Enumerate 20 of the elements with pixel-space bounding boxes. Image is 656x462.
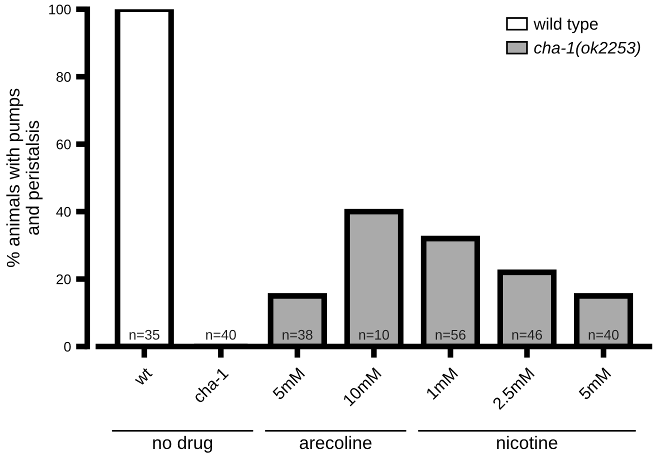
y-tick-label: 0 (64, 342, 71, 352)
annotation: n=38 (282, 330, 312, 340)
annotation: n=40 (206, 330, 236, 340)
legend-label: wild type (534, 18, 598, 34)
y-tick-label: 80 (56, 72, 71, 82)
annotation: n=56 (436, 330, 466, 340)
y-tick-label: 100 (49, 4, 71, 14)
annotation: n=10 (359, 330, 390, 340)
text: no drug (153, 436, 212, 453)
y-tick-label: 20 (56, 274, 71, 284)
x-tick-label: wt (133, 366, 153, 386)
y-tick-label: 40 (56, 206, 71, 217)
annotation: n=35 (130, 330, 160, 340)
y-tick-label: 60 (56, 139, 71, 150)
text: arecoline (300, 436, 372, 450)
text: nicotine (497, 436, 558, 450)
annotation: n=40 (588, 330, 619, 340)
annotation: n=46 (512, 330, 542, 340)
y-axis-title: % animals with pumps and peristalsis (6, 88, 43, 268)
legend-label: cha-1(ok2253) (534, 41, 640, 57)
